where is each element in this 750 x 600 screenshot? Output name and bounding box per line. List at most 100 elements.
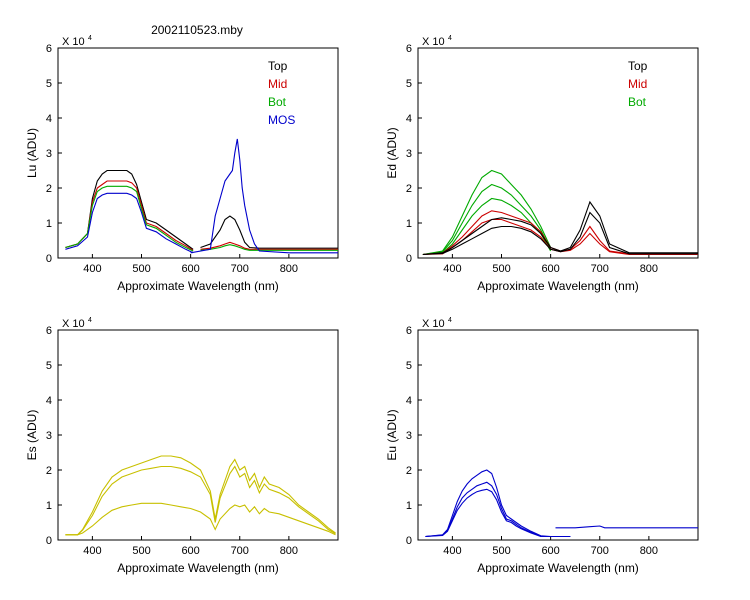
y-tick-label: 5: [46, 360, 52, 372]
legend-entry-mos: MOS: [268, 113, 295, 127]
x-tick-label: 800: [280, 263, 298, 275]
x-tick-label: 500: [492, 545, 510, 557]
series-line-top: [200, 215, 338, 249]
y-tick-label: 6: [406, 325, 412, 337]
figure-title: 2002110523.mby: [151, 23, 243, 37]
series-group: [65, 455, 336, 536]
y-scale-factor: X 10: [62, 36, 85, 48]
x-tick-label: 700: [591, 263, 609, 275]
x-axis-label: Approximate Wavelength (nm): [117, 561, 279, 575]
y-tick-label: 1: [46, 218, 52, 230]
y-axis-label: Lu (ADU): [25, 128, 39, 178]
y-tick-label: 6: [46, 43, 52, 55]
x-tick-label: 800: [280, 545, 298, 557]
y-tick-label: 5: [406, 360, 412, 372]
series-line-bot: [422, 183, 552, 256]
series-line-bot: [65, 185, 194, 252]
x-tick-label: 600: [181, 545, 199, 557]
y-tick-label: 0: [46, 535, 52, 547]
series-line-mos: [65, 192, 194, 254]
y-scale-factor: X 10: [422, 36, 445, 48]
x-tick-label: 400: [443, 545, 461, 557]
series-group: [422, 169, 698, 256]
series-line-top: [65, 169, 194, 250]
x-tick-label: 700: [231, 263, 249, 275]
series-line-eu: [425, 488, 571, 538]
y-tick-label: 3: [406, 430, 412, 442]
y-tick-label: 5: [406, 78, 412, 90]
series-line-eu: [555, 525, 698, 529]
y-tick-label: 3: [406, 148, 412, 160]
x-tick-label: 500: [132, 545, 150, 557]
y-tick-label: 1: [46, 500, 52, 512]
x-tick-label: 700: [231, 545, 249, 557]
plot-frame: [57, 329, 339, 541]
plot-frame: [417, 329, 699, 541]
y-tick-label: 1: [406, 500, 412, 512]
x-tick-label: 600: [181, 263, 199, 275]
y-tick-label: 3: [46, 148, 52, 160]
series-line-mid: [200, 241, 338, 250]
y-axis-label: Es (ADU): [25, 410, 39, 461]
y-tick-label: 4: [46, 113, 52, 125]
series-line-top: [422, 200, 698, 256]
series-line-eu: [425, 481, 571, 538]
x-axis-label: Approximate Wavelength (nm): [477, 561, 639, 575]
series-line-es: [65, 502, 336, 536]
legend-entry-top: Top: [628, 59, 648, 73]
y-tick-label: 0: [46, 253, 52, 265]
legend-entry-mid: Mid: [628, 77, 647, 91]
x-tick-label: 600: [541, 263, 559, 275]
series-line-bot: [200, 244, 338, 251]
x-tick-label: 600: [541, 545, 559, 557]
y-tick-label: 1: [406, 218, 412, 230]
legend-entry-bot: Bot: [628, 95, 647, 109]
series-line-bot: [422, 169, 552, 256]
y-scale-factor: X 10: [62, 318, 85, 330]
series-group: [65, 138, 338, 254]
series-line-top: [422, 211, 698, 256]
y-tick-label: 3: [46, 430, 52, 442]
y-tick-label: 2: [406, 183, 412, 195]
x-tick-label: 500: [492, 263, 510, 275]
y-axis-label: Eu (ADU): [385, 409, 399, 460]
x-tick-label: 400: [83, 263, 101, 275]
series-line-mid: [422, 218, 698, 256]
series-line-mid: [422, 210, 698, 256]
y-scale-exponent: 4: [88, 35, 92, 42]
y-tick-label: 0: [406, 253, 412, 265]
y-tick-label: 6: [406, 43, 412, 55]
x-tick-label: 800: [640, 545, 658, 557]
series-line-es: [65, 465, 336, 536]
y-tick-label: 0: [406, 535, 412, 547]
series-line-es: [65, 455, 336, 536]
x-tick-label: 800: [640, 263, 658, 275]
y-axis-label: Ed (ADU): [385, 127, 399, 178]
y-scale-exponent: 4: [88, 317, 92, 324]
y-tick-label: 4: [46, 395, 52, 407]
y-tick-label: 4: [406, 113, 412, 125]
legend-entry-mid: Mid: [268, 77, 287, 91]
series-line-mid: [65, 180, 194, 251]
y-scale-exponent: 4: [448, 317, 452, 324]
x-axis-label: Approximate Wavelength (nm): [117, 279, 279, 293]
x-tick-label: 400: [443, 263, 461, 275]
series-line-mos: [190, 138, 338, 254]
legend-entry-top: Top: [268, 59, 288, 73]
x-tick-label: 700: [591, 545, 609, 557]
y-tick-label: 2: [46, 465, 52, 477]
y-scale-exponent: 4: [448, 35, 452, 42]
y-scale-factor: X 10: [422, 318, 445, 330]
plot-frame: [57, 47, 339, 259]
y-tick-label: 5: [46, 78, 52, 90]
y-tick-label: 2: [46, 183, 52, 195]
series-line-eu: [425, 469, 571, 538]
series-line-bot: [422, 197, 552, 256]
x-tick-label: 400: [83, 545, 101, 557]
y-tick-label: 6: [46, 325, 52, 337]
